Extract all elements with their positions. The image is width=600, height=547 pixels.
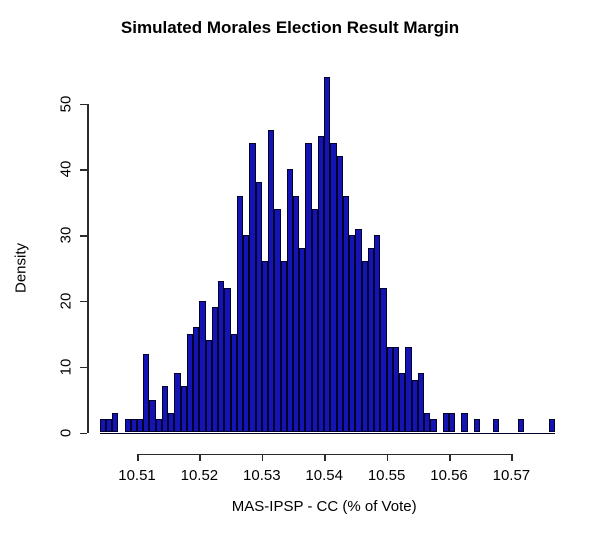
histogram-bar (417, 373, 425, 433)
x-axis-tick (386, 453, 389, 461)
histogram-bar (124, 419, 131, 433)
histogram-bar (149, 399, 156, 433)
y-axis-tick-label: 10 (57, 358, 75, 376)
x-axis-tick (137, 453, 139, 461)
histogram-bar (218, 281, 225, 433)
y-axis-tick-label: 50 (57, 95, 75, 112)
histogram-bar (155, 419, 162, 433)
histogram-bar (492, 419, 499, 433)
histogram-bar (324, 77, 331, 433)
x-axis-tick-label: 10.52 (180, 466, 219, 484)
histogram-bar (193, 327, 200, 433)
histogram-bar (305, 142, 312, 433)
y-axis-tick-label: 20 (57, 292, 75, 310)
histogram-bar (411, 379, 418, 433)
y-axis-tick-label: 0 (57, 428, 75, 437)
histogram-bar (99, 419, 106, 433)
histogram-bar (211, 307, 219, 433)
histogram-bar (361, 261, 368, 433)
histogram-bar (311, 208, 318, 433)
y-axis-tick-label: 40 (57, 160, 75, 178)
x-axis-tick-label: 10.54 (305, 466, 343, 484)
x-axis-tick-label: 10.53 (243, 466, 281, 484)
x-axis-tick (261, 453, 264, 461)
x-axis-tick-label: 10.51 (118, 466, 156, 484)
histogram-bar (268, 129, 275, 433)
histogram-bar (280, 261, 287, 433)
histogram-bar (317, 136, 325, 433)
y-axis-tick (80, 169, 87, 171)
x-axis-tick (324, 453, 326, 461)
histogram-bar (293, 195, 300, 433)
x-axis-tick-label: 10.56 (430, 466, 468, 484)
x-axis-tick (449, 453, 451, 461)
histogram-bar (161, 386, 169, 433)
histogram-bar (392, 346, 400, 433)
histogram-bar (405, 346, 412, 433)
y-axis-tick (80, 432, 87, 434)
histogram-bar (224, 287, 231, 433)
y-axis-label: Density (12, 242, 30, 294)
histogram-bar (430, 419, 437, 433)
x-axis-tick-label: 10.57 (492, 466, 531, 484)
y-axis-tick (80, 366, 87, 369)
histogram-bar (299, 248, 306, 433)
y-axis-tick (80, 103, 87, 105)
x-axis-tick (199, 453, 201, 461)
histogram-bar (137, 419, 144, 433)
y-axis-tick (80, 235, 87, 237)
histogram-bar (517, 419, 524, 433)
x-axis-tick-label: 10.55 (367, 466, 406, 484)
histogram-bar (274, 208, 281, 433)
x-axis-tick (511, 453, 513, 461)
histogram-bar (261, 261, 269, 433)
histogram-bar (399, 373, 406, 433)
histogram-bar (199, 300, 206, 433)
histogram-bar (112, 412, 119, 433)
histogram-bar (367, 248, 375, 433)
y-axis-line (87, 103, 89, 433)
histogram-bar (330, 142, 337, 433)
histogram-bar (473, 419, 481, 433)
histogram-bar (186, 333, 194, 433)
histogram-bar (243, 235, 250, 433)
histogram-bar (174, 373, 181, 433)
histogram-bar (424, 412, 431, 433)
histogram-bar (105, 419, 113, 433)
histogram-bar (286, 169, 293, 433)
histogram-bar (180, 386, 187, 433)
histogram-bar (236, 195, 244, 433)
histogram-bar (461, 412, 468, 433)
histogram-bar (548, 419, 556, 433)
histogram-bar (342, 195, 350, 433)
histogram-bar (380, 287, 387, 433)
histogram-bar (349, 235, 356, 433)
histogram-bar (374, 235, 381, 433)
histogram-bar (249, 142, 256, 433)
histogram-bar (442, 412, 449, 433)
histogram-bar (449, 412, 456, 433)
histogram-bar (355, 228, 362, 433)
histogram-bar (255, 182, 262, 433)
histogram-bar (386, 346, 393, 433)
y-axis-tick (80, 300, 87, 303)
y-axis-tick-label: 30 (57, 226, 75, 244)
chart-title: Simulated Morales Election Result Margin (120, 18, 460, 37)
x-axis-label: MAS-IPSP - CC (% of Vote) (231, 498, 417, 515)
histogram-bar (143, 353, 150, 433)
histogram-bar (336, 156, 343, 433)
histogram-bar (205, 340, 212, 433)
histogram-baseline (99, 432, 556, 434)
histogram-bar (130, 419, 137, 433)
histogram-bar (168, 412, 175, 433)
histogram-bar (230, 333, 237, 433)
